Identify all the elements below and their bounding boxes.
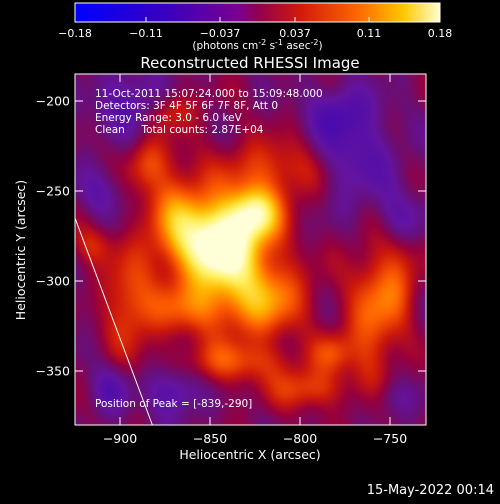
colorbar-ticks: −0.18 −0.11 −0.037 0.037 0.11 0.18: [58, 17, 452, 40]
colorbar-tick-label: 0.18: [428, 27, 453, 40]
colorbar-tick-label: −0.18: [58, 27, 92, 40]
plot-frame: [74, 73, 427, 426]
colorbar-tick-label: 0.11: [357, 27, 382, 40]
annotation-block: 11-Oct-2011 15:07:24.000 to 15:09:48.000…: [95, 88, 323, 136]
annotation-detectors: Detectors: 3F 4F 5F 6F 7F 8F, Att 0: [95, 100, 278, 112]
y-axis-label: Heliocentric Y (arcsec): [13, 180, 28, 320]
annotation-time-range: 11-Oct-2011 15:07:24.000 to 15:09:48.000: [95, 88, 323, 100]
colorbar-tick-label: −0.11: [129, 27, 163, 40]
x-tick-label: −900: [103, 431, 137, 446]
peak-position-label: Position of Peak = [-839,-290]: [95, 398, 252, 410]
y-tick-label: −350: [36, 364, 70, 379]
colorbar-tick-label: −0.037: [200, 27, 241, 40]
colorbar-gradient: [74, 2, 441, 23]
chart-title: Reconstructed RHESSI Image: [140, 54, 359, 72]
x-axis-label: Heliocentric X (arcsec): [179, 447, 320, 462]
colorbar-unit: (photons cm-2 s-1 asec-2): [192, 38, 322, 52]
y-tick-label: −300: [36, 274, 70, 289]
solar-limb-line: [75, 217, 153, 425]
colorbar-tick-label: 0.037: [279, 27, 311, 40]
heatmap-image: [75, 74, 426, 425]
annotation-clean-counts: Clean Total counts: 2.87E+04: [95, 124, 264, 136]
y-tick-label: −250: [36, 184, 70, 199]
footer-date: 15-May-2022 00:14: [367, 483, 494, 498]
x-tick-label: −750: [373, 431, 407, 446]
axis-ticks: −900 −850 −800 −750 −200 −250 −300 −350: [36, 74, 426, 446]
x-tick-label: −800: [283, 431, 317, 446]
y-tick-label: −200: [36, 94, 70, 109]
annotation-energy-range: Energy Range: 3.0 - 6.0 keV: [95, 112, 243, 124]
colorbar: −0.18 −0.11 −0.037 0.037 0.11 0.18 (photons c…: [58, 2, 452, 52]
x-tick-label: −850: [193, 431, 227, 446]
plot-area: −900 −850 −800 −750 −200 −250 −300 −350 11-Oct-…: [36, 73, 427, 446]
